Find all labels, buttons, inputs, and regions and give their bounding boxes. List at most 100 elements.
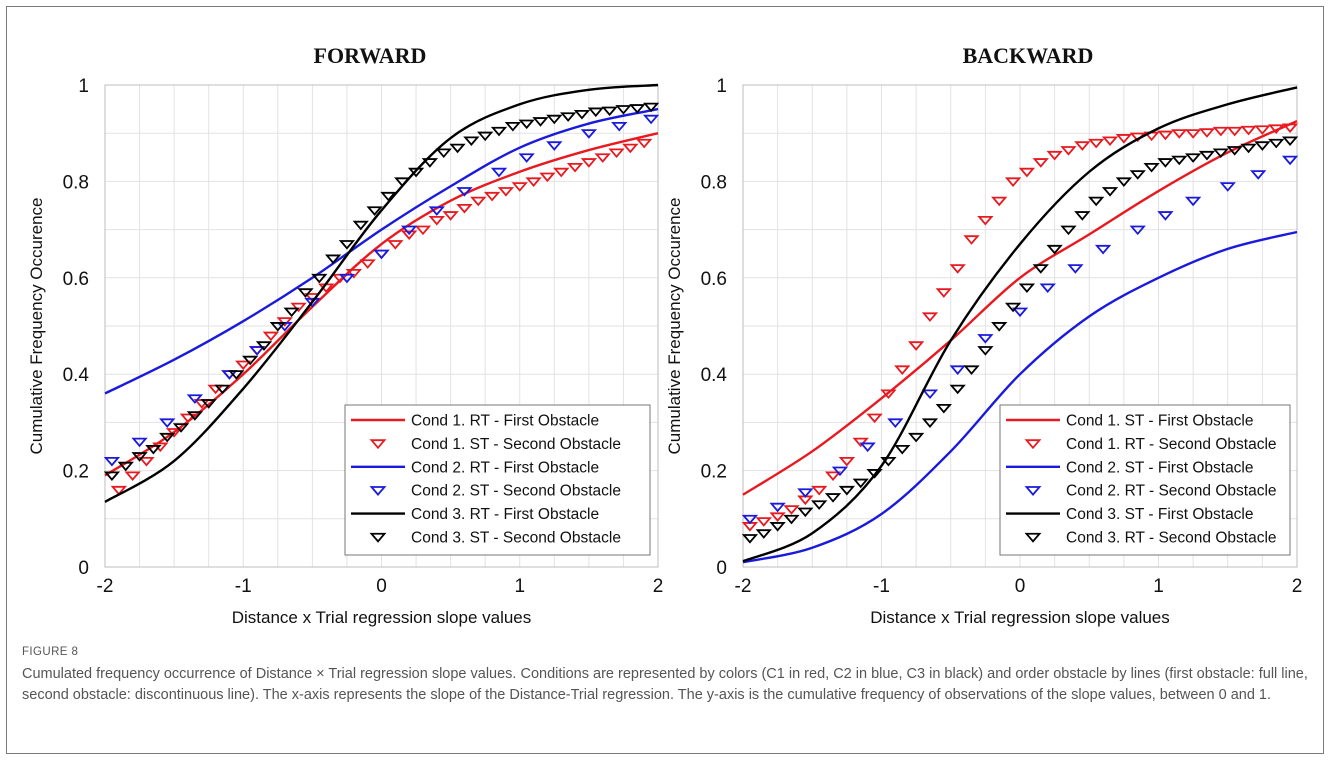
data-point-marker [949,365,966,375]
data-point-marker [1157,158,1174,168]
data-point-marker [518,119,535,130]
chart-title: BACKWARD [963,43,1094,68]
data-point-marker [797,507,814,518]
legend-marker-swatch [369,486,387,496]
data-point-marker [587,107,604,118]
data-point-marker [228,370,245,380]
data-point-marker [1281,155,1299,166]
x-tick-label: -2 [97,576,114,597]
data-point-marker [131,437,148,448]
data-point-marker [852,478,869,489]
data-point-marker [414,225,432,236]
data-point-marker [1011,307,1029,318]
data-point-marker [546,114,563,125]
figure-caption: FIGURE 8 Cumulated frequency occurrence … [22,646,1312,706]
data-point-marker [783,514,800,525]
data-point-marker [311,273,328,284]
data-point-marker [1074,211,1091,221]
data-point-marker [138,456,155,467]
data-point-marker [1060,225,1077,236]
chart-canvas: -2 -1 0 1 2 0 0.2 0.4 0.6 0.8 1 FORWARD Distance x T… [27,43,1302,627]
x-tick-label: -1 [873,576,890,597]
data-point-marker [1184,129,1202,139]
data-point-marker [1094,244,1112,255]
data-point-marker [490,167,508,178]
data-point-marker [428,215,445,226]
data-point-marker [1067,264,1084,274]
data-point-marker [636,138,653,149]
data-point-marker [497,187,515,197]
data-point-marker [456,187,473,197]
data-point-marker [1129,225,1146,236]
data-point-marker [935,403,952,414]
data-point-marker [366,206,383,216]
data-point-marker [755,529,772,539]
data-point-marker [145,444,162,455]
data-point-marker [580,158,598,168]
data-point-marker [831,466,849,477]
data-point-marker [428,206,445,216]
legend-marker-swatch [369,439,387,450]
data-point-marker [573,109,591,120]
data-point-marker [394,177,411,187]
data-point-marker [532,117,549,127]
data-point-marker [449,143,466,154]
data-point-marker [642,102,660,113]
data-point-marker [1226,146,1243,156]
data-point-marker [894,444,911,455]
data-point-marker [1060,146,1077,156]
data-point-marker [824,471,842,481]
data-point-marker [539,172,556,183]
data-point-marker [553,167,570,178]
data-point-marker [463,136,480,147]
data-point-marker [1032,264,1049,274]
data-point-marker [124,471,141,481]
y-tick-label: 1 [716,76,727,97]
x-tick-label: 1 [514,576,525,597]
data-point-marker [1129,170,1146,180]
y-tick-label: 0.8 [63,172,89,193]
legend-marker-swatch [1024,532,1042,543]
plot-panel-forward: -2 -1 0 1 2 0 0.2 0.4 0.6 0.8 1 FORWARD Distance x T… [27,43,663,627]
data-point-marker [470,196,487,207]
data-point-marker [977,215,994,226]
data-point-marker [594,153,611,163]
data-point-marker [611,122,628,132]
legend-box [999,404,1291,556]
data-point-marker [1198,150,1216,161]
legend-marker-swatch [1024,439,1042,450]
x-tick-label: -2 [735,576,752,597]
data-point-marker [1101,136,1119,147]
plot-area-border [742,84,1298,568]
data-point-marker [741,534,759,544]
data-point-marker [248,346,266,356]
y-axis-label: Cumulative Frequency Occurence [665,197,684,454]
data-point-marker [400,225,418,236]
data-point-marker [200,399,217,409]
data-point-marker [262,331,280,342]
data-point-marker [338,273,356,284]
x-tick-label: 2 [653,576,664,597]
y-tick-label: 0.2 [701,462,727,483]
data-point-marker [580,129,598,139]
data-point-marker [880,456,897,467]
data-point-marker [1184,196,1202,207]
data-point-marker [117,461,134,472]
data-point-marker [921,418,939,428]
data-point-marker [1171,155,1188,166]
legend-box [344,404,651,556]
data-point-marker [852,437,869,448]
data-point-marker [824,493,842,503]
data-point-marker [159,432,176,443]
data-point-marker [859,442,876,453]
data-point-marker [504,122,521,132]
data-point-marker [477,131,494,142]
data-point-marker [290,302,307,313]
data-point-marker [1226,126,1243,137]
legend-entry-label: Cond 3. RT - First Obstacle [411,506,599,523]
data-point-marker [283,307,300,318]
data-point-marker [935,288,952,298]
data-point-marker [1074,141,1091,151]
data-point-marker [518,153,535,163]
figure-frame [6,6,1324,754]
